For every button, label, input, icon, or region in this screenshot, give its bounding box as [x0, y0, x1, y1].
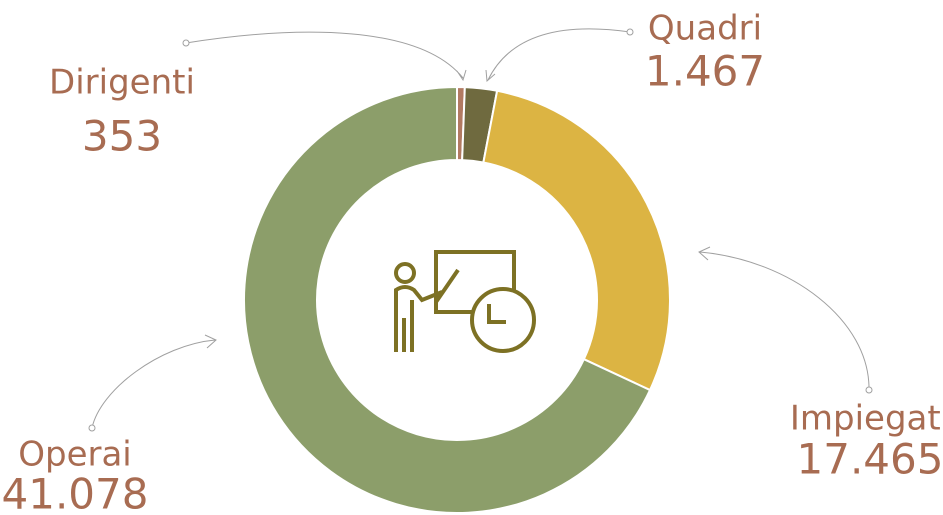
- label-name: Quadri: [648, 9, 762, 49]
- label-name: Dirigenti: [49, 63, 195, 103]
- arrow-dot: [182, 39, 190, 47]
- arrow: [698, 246, 870, 391]
- body: [394, 268, 460, 352]
- arrow-dot: [865, 386, 873, 394]
- label-value: 1.467: [645, 47, 765, 96]
- head: [394, 262, 416, 284]
- arrow: [485, 28, 631, 83]
- donut: [243, 85, 671, 514]
- label-name: Impiegati: [790, 399, 943, 439]
- arrow-dot: [88, 424, 96, 432]
- arrow: [91, 334, 217, 429]
- center-icon: [394, 250, 536, 353]
- arrows: [88, 28, 873, 432]
- label-value: 17.465: [797, 435, 943, 484]
- label-value: 41.078: [2, 470, 149, 515]
- label-name: Operai: [18, 435, 132, 475]
- clock-hands: [487, 304, 506, 324]
- label-value: 353: [82, 112, 162, 161]
- arrow-dot: [626, 28, 634, 36]
- wedge: [482, 89, 671, 392]
- arrow: [185, 31, 467, 82]
- wedge: [243, 85, 652, 514]
